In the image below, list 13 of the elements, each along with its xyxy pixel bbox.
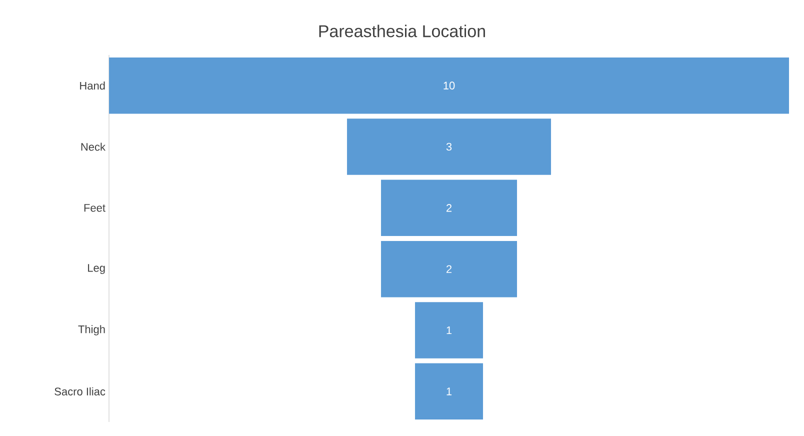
data-label: 3 — [446, 142, 452, 151]
data-label: 2 — [446, 265, 452, 273]
data-label: 2 — [446, 204, 452, 212]
data-label: 10 — [444, 82, 455, 90]
text: Pareasthesia Location — [319, 24, 485, 38]
category-label: Hand — [80, 82, 105, 90]
category-label: Thigh — [78, 325, 105, 336]
data-label: 1 — [446, 388, 452, 396]
data-label: 1 — [446, 326, 452, 334]
category-label: Sacro Iliac — [54, 387, 106, 396]
category-label: Neck — [81, 142, 106, 151]
category-label: Leg — [88, 264, 105, 274]
category-label: Feet — [84, 204, 106, 212]
